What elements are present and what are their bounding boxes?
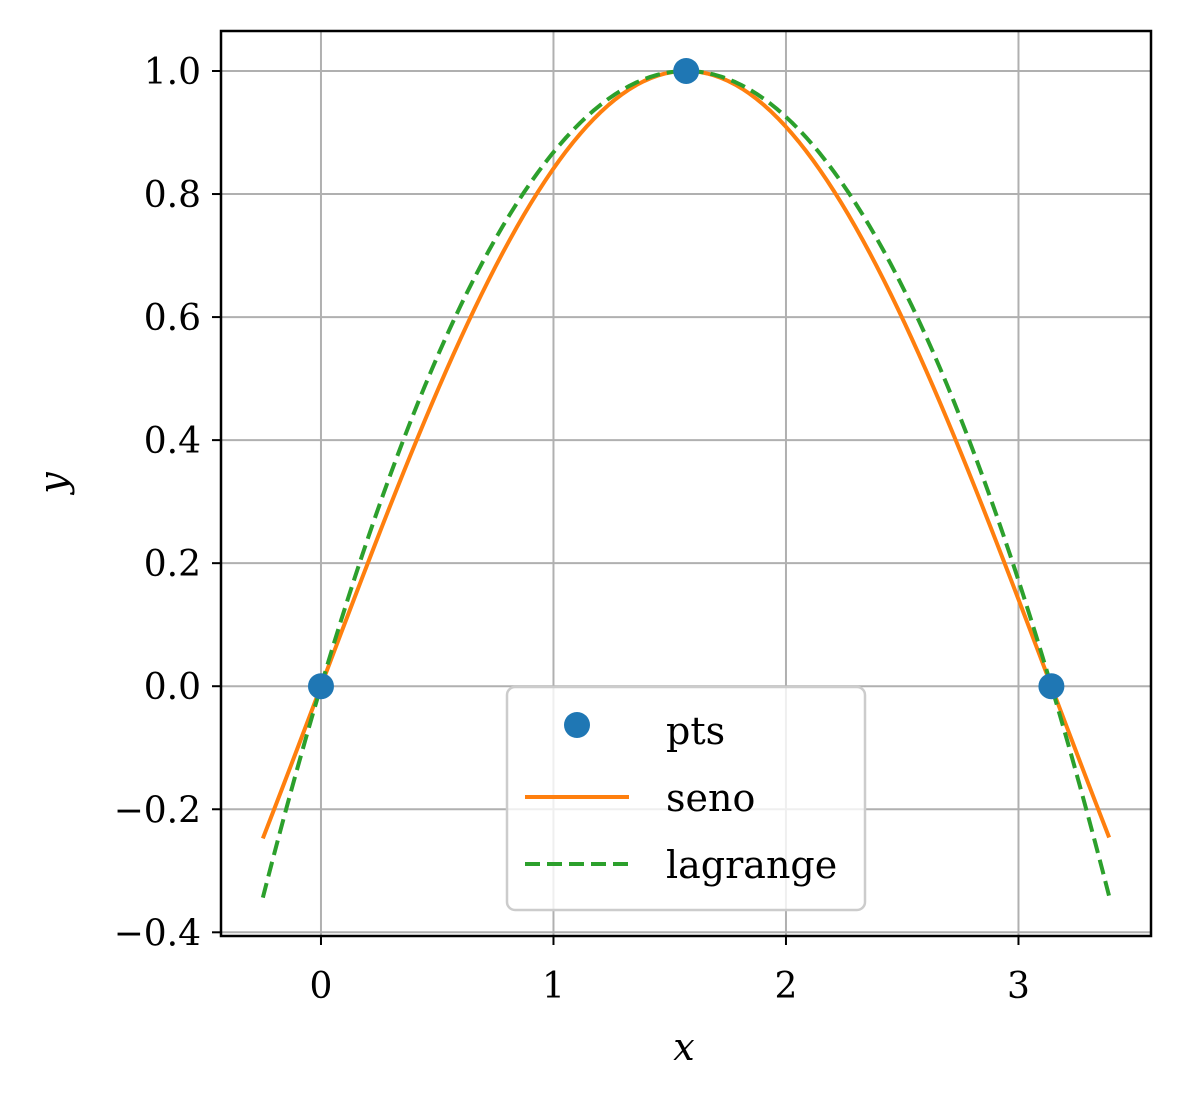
- data-point: [673, 57, 700, 84]
- x-tick-label: 0: [310, 966, 333, 1007]
- legend-pts-marker: [564, 712, 590, 738]
- x-tick-label: 3: [1007, 966, 1030, 1007]
- data-point: [307, 673, 334, 700]
- y-tick-label: 0.6: [144, 298, 201, 339]
- legend-box: [505, 685, 867, 912]
- plot-frame: [219, 29, 1153, 938]
- y-tick-label: −0.2: [114, 790, 201, 831]
- axis-ticks: 0 1 2 3 −0.4 −0.2 0.0 0.2 0.4 0.6 0.8 1.0: [114, 52, 1030, 1007]
- y-tick-label: 0.2: [144, 544, 201, 585]
- y-tick-label: 1.0: [144, 52, 201, 93]
- legend-label-pts: pts: [666, 709, 725, 753]
- y-tick-label: −0.4: [114, 913, 201, 954]
- plot-series: [260, 57, 1112, 899]
- x-tick-label: 2: [775, 966, 798, 1007]
- y-tick-label: 0.0: [144, 667, 201, 708]
- legend-label-seno: seno: [666, 776, 755, 820]
- y-axis-label: y: [31, 472, 75, 496]
- y-tick-label: 0.8: [144, 175, 201, 216]
- legend: pts seno lagrange: [505, 685, 867, 912]
- y-tick-label: 0.4: [144, 421, 201, 462]
- grid-lines: [221, 31, 1151, 936]
- x-axis-label: x: [673, 1025, 694, 1069]
- data-point: [1038, 673, 1065, 700]
- legend-label-lagrange: lagrange: [666, 843, 837, 887]
- x-tick-label: 1: [542, 966, 565, 1007]
